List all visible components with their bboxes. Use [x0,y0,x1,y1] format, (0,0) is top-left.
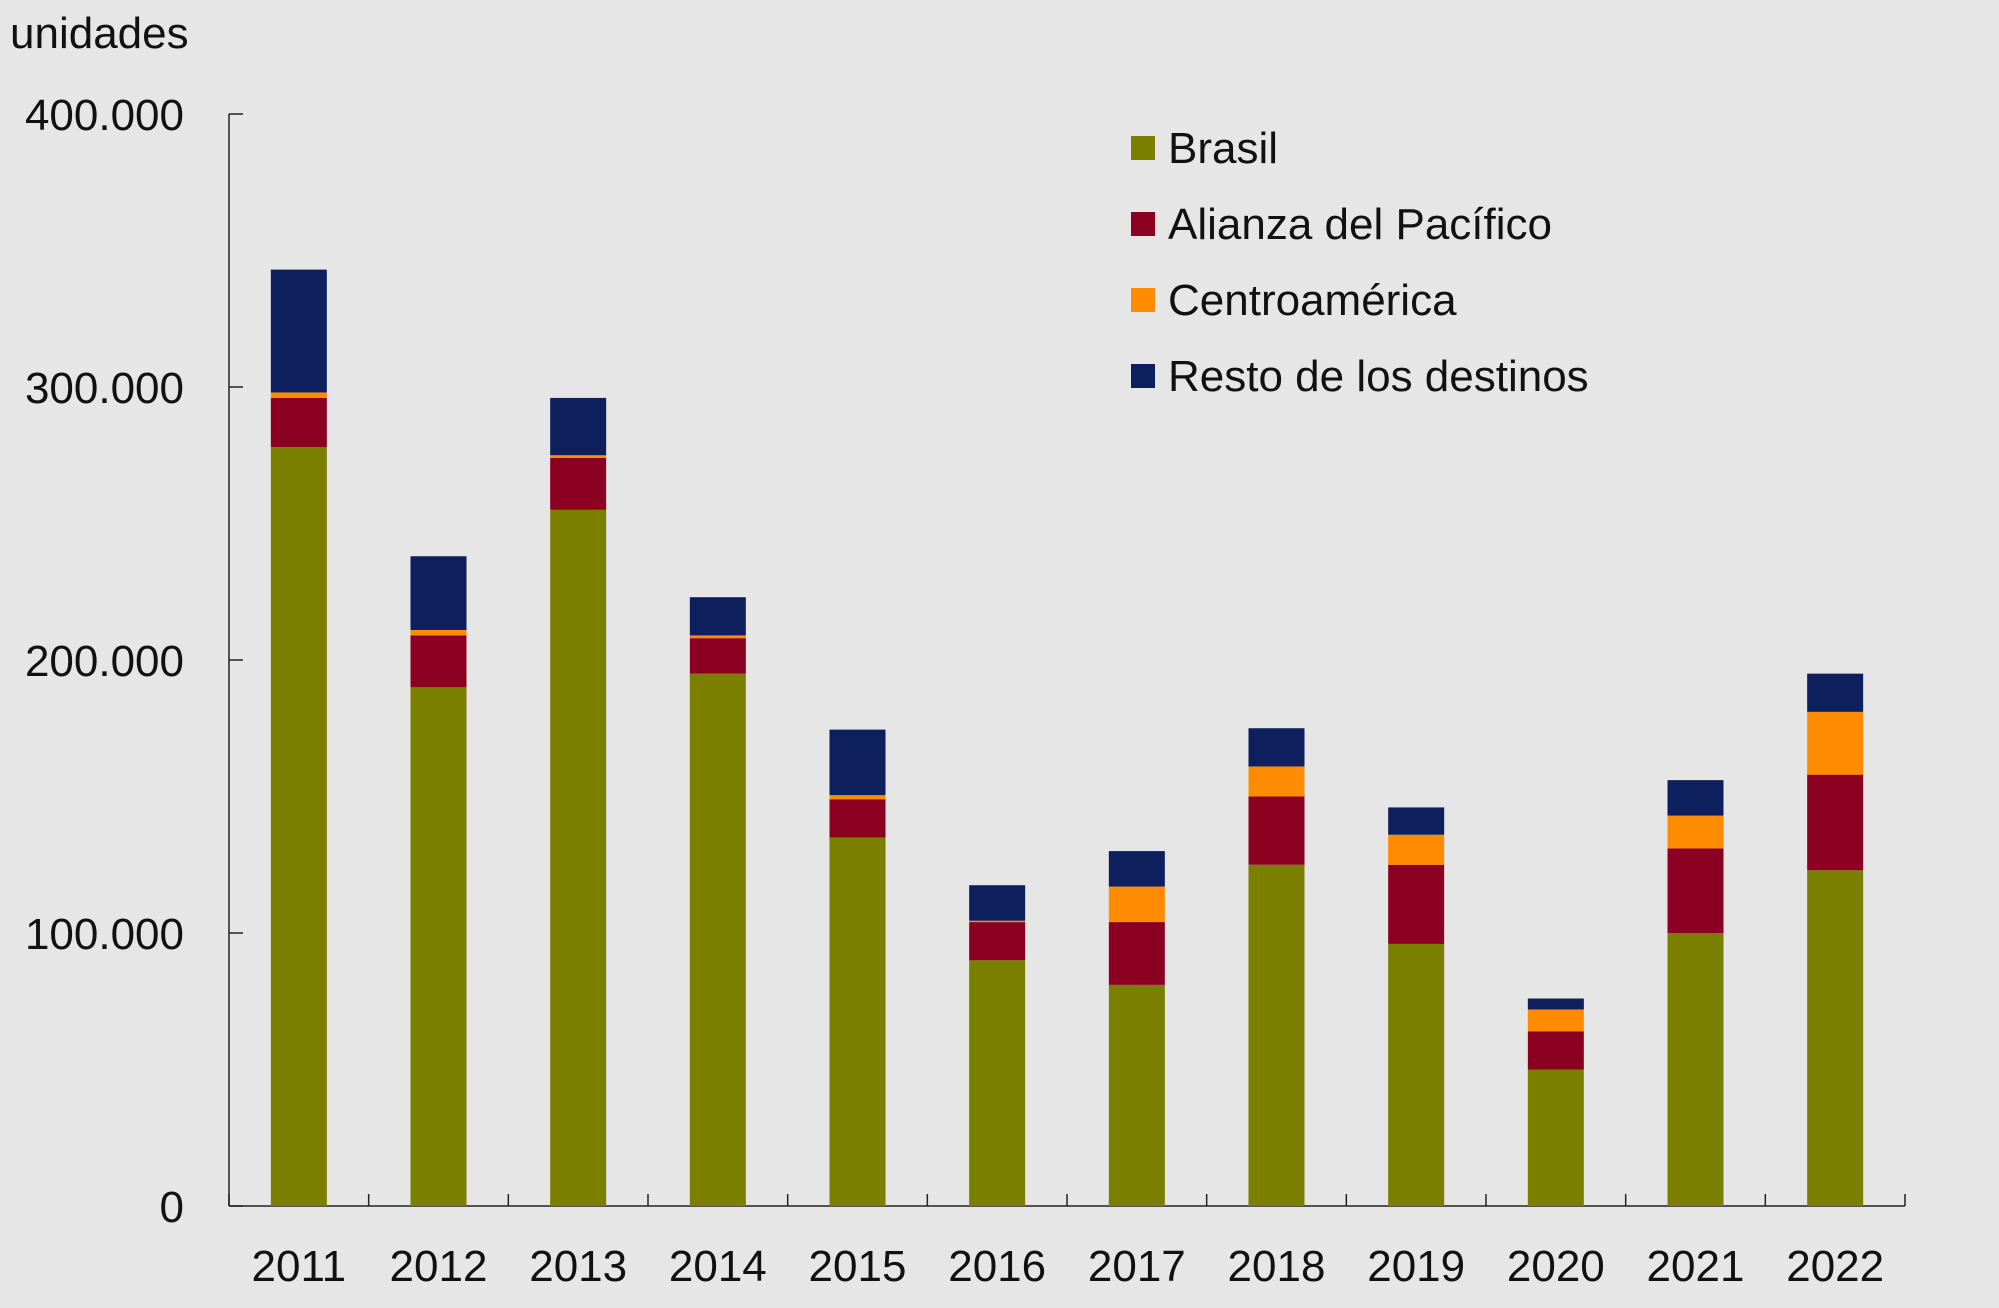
bar-segment [1667,780,1724,816]
bar-segment [1388,864,1445,944]
bar-segment [1527,1009,1584,1032]
bar-segment [270,392,327,398]
x-tick-label: 2022 [1786,1242,1884,1291]
x-tick-label: 2021 [1647,1242,1745,1291]
legend-swatch [1131,288,1155,312]
legend: Brasil Alianza del Pacífico Centroamérica R… [1131,124,1589,401]
bar-segment [1807,774,1864,871]
bar-segment [689,638,746,674]
bar-segment [829,729,886,796]
y-ticks: 0 100.000 200.000 300.000 400.000 [25,91,243,1232]
x-tick-label: 2015 [809,1242,907,1291]
x-ticks: 2011 2012 2013 2014 2015 2016 2017 2018 2019 2020… [228,1194,1906,1291]
bar-segment [1248,766,1305,797]
legend-swatch [1131,212,1155,236]
y-tick-label: 0 [160,1183,184,1232]
bar-segment [550,457,607,510]
x-tick-label: 2019 [1367,1242,1465,1291]
legend-swatch [1131,136,1155,160]
x-tick-label: 2017 [1088,1242,1186,1291]
bar-segment [270,447,327,1206]
bar-segment [1527,1069,1584,1206]
legend-label: Resto de los destinos [1168,352,1589,401]
bar-segment [1527,998,1584,1010]
bar-segment [550,509,607,1207]
x-tick-label: 2012 [390,1242,488,1291]
legend-label: Centroamérica [1168,276,1457,325]
bar-segment [1807,870,1864,1206]
bar-segment [270,269,327,393]
bar-segment [689,635,746,639]
bar-segment [969,885,1026,921]
y-tick-label: 300.000 [25,364,184,413]
bar-segment [1388,943,1445,1206]
bar-segment [410,687,467,1206]
bar-segment [1527,1031,1584,1070]
bar-segment [1388,834,1445,865]
bar-segment [1667,848,1724,933]
bar-segment [969,960,1026,1206]
y-tick-label: 400.000 [25,91,184,140]
bar-segment [969,920,1026,923]
bar-segment [1248,728,1305,767]
bar-segment [689,597,746,636]
bar-segment [829,837,886,1206]
bar-segment [1108,851,1165,887]
bar-segment [1667,815,1724,849]
bar-segment [1108,886,1165,923]
y-tick-label: 100.000 [25,910,184,959]
bars [270,269,1864,1207]
bar-segment [550,397,607,456]
bar-segment [550,455,607,458]
bar-segment [1807,673,1864,712]
bar-segment [689,673,746,1206]
x-tick-label: 2014 [669,1242,767,1291]
bar-segment [1108,922,1165,985]
x-tick-label: 2020 [1507,1242,1605,1291]
bar-segment [1667,933,1724,1206]
x-tick-label: 2013 [529,1242,627,1291]
bar-segment [1108,984,1165,1206]
bar-segment [410,629,467,636]
legend-label: Brasil [1168,124,1278,173]
legend-swatch [1131,364,1155,388]
bar-segment [829,795,886,800]
x-tick-label: 2018 [1228,1242,1326,1291]
y-axis-unit-label: unidades [10,9,189,58]
bar-segment [1248,864,1305,1206]
bar-segment [270,397,327,448]
y-tick-label: 200.000 [25,637,184,686]
bar-segment [829,799,886,838]
bar-segment [969,922,1026,961]
x-tick-label: 2016 [948,1242,1046,1291]
x-tick-label: 2011 [252,1242,347,1291]
bar-segment [1807,711,1864,775]
legend-label: Alianza del Pacífico [1168,200,1552,249]
bar-segment [1248,796,1305,865]
bar-segment [1388,807,1445,835]
bar-segment [410,556,467,630]
bar-segment [410,635,467,688]
